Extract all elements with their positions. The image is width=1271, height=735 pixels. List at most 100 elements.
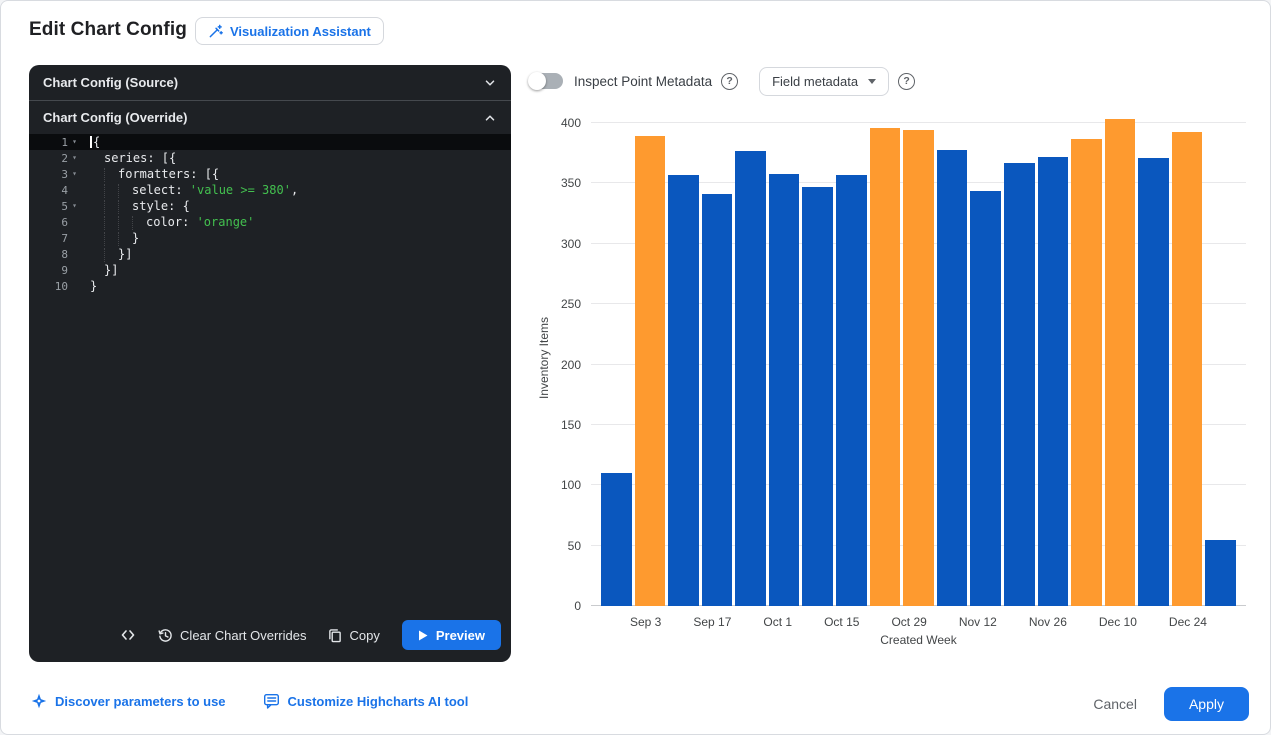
fold-marker-icon[interactable]: ▾ bbox=[72, 137, 77, 146]
code-line[interactable]: 9}] bbox=[29, 262, 511, 278]
chart-config-source-header[interactable]: Chart Config (Source) bbox=[29, 65, 511, 101]
bar[interactable] bbox=[936, 149, 968, 606]
x-tick-label: Nov 26 bbox=[1028, 615, 1067, 629]
bar[interactable] bbox=[1003, 162, 1035, 606]
page-title: Edit Chart Config bbox=[29, 19, 187, 40]
inspect-point-metadata-label: Inspect Point Metadata bbox=[574, 73, 713, 89]
discover-parameters-label: Discover parameters to use bbox=[55, 693, 226, 709]
y-tick-label: 50 bbox=[567, 538, 581, 553]
code-line[interactable]: 8}] bbox=[29, 246, 511, 262]
chevron-up-icon bbox=[483, 111, 497, 125]
line-number: 2 ▾ bbox=[29, 150, 81, 166]
chart-toolbar: Inspect Point Metadata ? Field metadata … bbox=[528, 65, 916, 97]
inspect-point-metadata-toggle[interactable] bbox=[528, 71, 564, 91]
x-tick-label: Dec 24 bbox=[1168, 615, 1207, 629]
bar[interactable] bbox=[668, 175, 699, 606]
y-gridline bbox=[591, 122, 1246, 124]
visualization-assistant-button[interactable]: Visualization Assistant bbox=[195, 17, 384, 45]
chart-config-source-label: Chart Config (Source) bbox=[43, 75, 179, 90]
text-caret bbox=[90, 136, 92, 148]
bar[interactable] bbox=[735, 150, 766, 606]
y-axis-ticks: 0 50 100 150 200 250 300 350 400 bbox=[536, 111, 583, 613]
line-number: 10 bbox=[54, 279, 68, 293]
clear-chart-overrides-button[interactable]: Clear Chart Overrides bbox=[158, 628, 306, 643]
bar[interactable] bbox=[1171, 131, 1203, 606]
fold-marker-icon[interactable]: ▾ bbox=[72, 153, 77, 162]
preview-button[interactable]: Preview bbox=[401, 620, 501, 650]
discover-parameters-link[interactable]: Discover parameters to use bbox=[31, 693, 226, 709]
toggle-knob bbox=[528, 72, 546, 90]
copy-icon bbox=[328, 628, 342, 643]
code-line[interactable]: 1 ▾{ bbox=[29, 134, 511, 150]
discover-icon bbox=[31, 693, 47, 709]
bar[interactable] bbox=[1138, 158, 1169, 606]
bar[interactable] bbox=[601, 473, 632, 606]
line-number: 8 bbox=[61, 247, 68, 261]
bar[interactable] bbox=[1104, 119, 1136, 606]
history-icon bbox=[158, 628, 173, 643]
x-tick-label: Dec 10 bbox=[1098, 615, 1137, 629]
cancel-button[interactable]: Cancel bbox=[1093, 696, 1137, 712]
y-tick-label: 150 bbox=[560, 417, 581, 432]
x-tick-label: Oct 15 bbox=[824, 615, 860, 629]
bar[interactable] bbox=[869, 127, 901, 606]
x-axis-ticks: Sep 3 Sep 17 Oct 1 Oct 15 Oct 29 Nov 12 Nov 26… bbox=[591, 615, 1246, 629]
inspect-help-icon[interactable]: ? bbox=[721, 72, 739, 90]
code-line[interactable]: 3 ▾ formatters: [{ bbox=[29, 166, 511, 182]
apply-button[interactable]: Apply bbox=[1163, 687, 1249, 721]
chevron-down-icon bbox=[483, 76, 497, 90]
code-view-icon[interactable] bbox=[120, 627, 136, 643]
bars-container bbox=[591, 111, 1246, 606]
code-line[interactable]: 10} bbox=[29, 278, 511, 294]
copy-button[interactable]: Copy bbox=[328, 627, 380, 643]
editor-footer: Clear Chart Overrides Copy Preview bbox=[29, 616, 511, 662]
bar[interactable] bbox=[1205, 539, 1236, 606]
footer-actions: Cancel Apply bbox=[1093, 687, 1249, 721]
line-number: 1 ▾ bbox=[29, 134, 81, 150]
code-line[interactable]: 5 ▾ style: { bbox=[29, 198, 511, 214]
x-tick-label: Oct 1 bbox=[763, 615, 793, 629]
field-metadata-help-icon[interactable]: ? bbox=[898, 72, 916, 90]
customize-highcharts-label: Customize Highcharts AI tool bbox=[287, 693, 469, 709]
bar[interactable] bbox=[634, 136, 666, 606]
code-line[interactable]: 2 ▾ series: [{ bbox=[29, 150, 511, 166]
bar[interactable] bbox=[1071, 138, 1102, 606]
line-number: 9 bbox=[61, 263, 68, 277]
chart-config-override-label: Chart Config (Override) bbox=[43, 110, 188, 125]
fold-marker-icon[interactable]: ▾ bbox=[72, 169, 77, 178]
y-tick-label: 350 bbox=[560, 176, 581, 191]
preview-label: Preview bbox=[435, 627, 485, 643]
y-tick-label: 300 bbox=[560, 236, 581, 251]
bar[interactable] bbox=[1037, 156, 1069, 606]
y-tick-label: 0 bbox=[574, 599, 581, 613]
code-line[interactable]: 4 select: 'value >= 380', bbox=[29, 182, 511, 198]
fold-marker-icon[interactable]: ▾ bbox=[72, 201, 77, 210]
customize-highcharts-link[interactable]: Customize Highcharts AI tool bbox=[263, 693, 469, 709]
x-tick-label: Sep 3 bbox=[630, 615, 662, 629]
copy-label: Copy bbox=[349, 627, 380, 643]
code-line[interactable]: 6 color: 'orange' bbox=[29, 214, 511, 230]
magic-wand-icon bbox=[208, 24, 223, 39]
code-line[interactable]: 7} bbox=[29, 230, 511, 246]
x-axis-title: Created Week bbox=[880, 633, 957, 647]
bar[interactable] bbox=[701, 194, 733, 606]
footer-links: Discover parameters to use Customize Hig… bbox=[31, 693, 468, 709]
bar[interactable] bbox=[802, 187, 834, 606]
bar[interactable] bbox=[768, 173, 800, 606]
bar[interactable] bbox=[836, 175, 867, 606]
chart-config-editor-panel: Chart Config (Source) Chart Config (Over… bbox=[29, 65, 511, 662]
bar[interactable] bbox=[970, 190, 1001, 606]
field-metadata-dropdown[interactable]: Field metadata bbox=[759, 66, 890, 96]
line-number: 4 bbox=[61, 183, 68, 197]
chart-plot-area bbox=[591, 111, 1246, 606]
y-tick-label: 100 bbox=[560, 478, 581, 493]
bar[interactable] bbox=[903, 130, 934, 606]
line-number: 7 bbox=[61, 231, 68, 245]
bar-chart: Inventory Items 0 50 100 150 200 250 300 350 400… bbox=[536, 101, 1251, 661]
play-icon bbox=[418, 630, 428, 641]
code-editor[interactable]: 1 ▾{2 ▾ series: [{3 ▾ formatters: [{4 select: … bbox=[29, 134, 511, 616]
visualization-assistant-label: Visualization Assistant bbox=[230, 23, 371, 39]
caret-down-icon bbox=[868, 78, 877, 84]
chart-config-override-header[interactable]: Chart Config (Override) bbox=[29, 101, 511, 134]
